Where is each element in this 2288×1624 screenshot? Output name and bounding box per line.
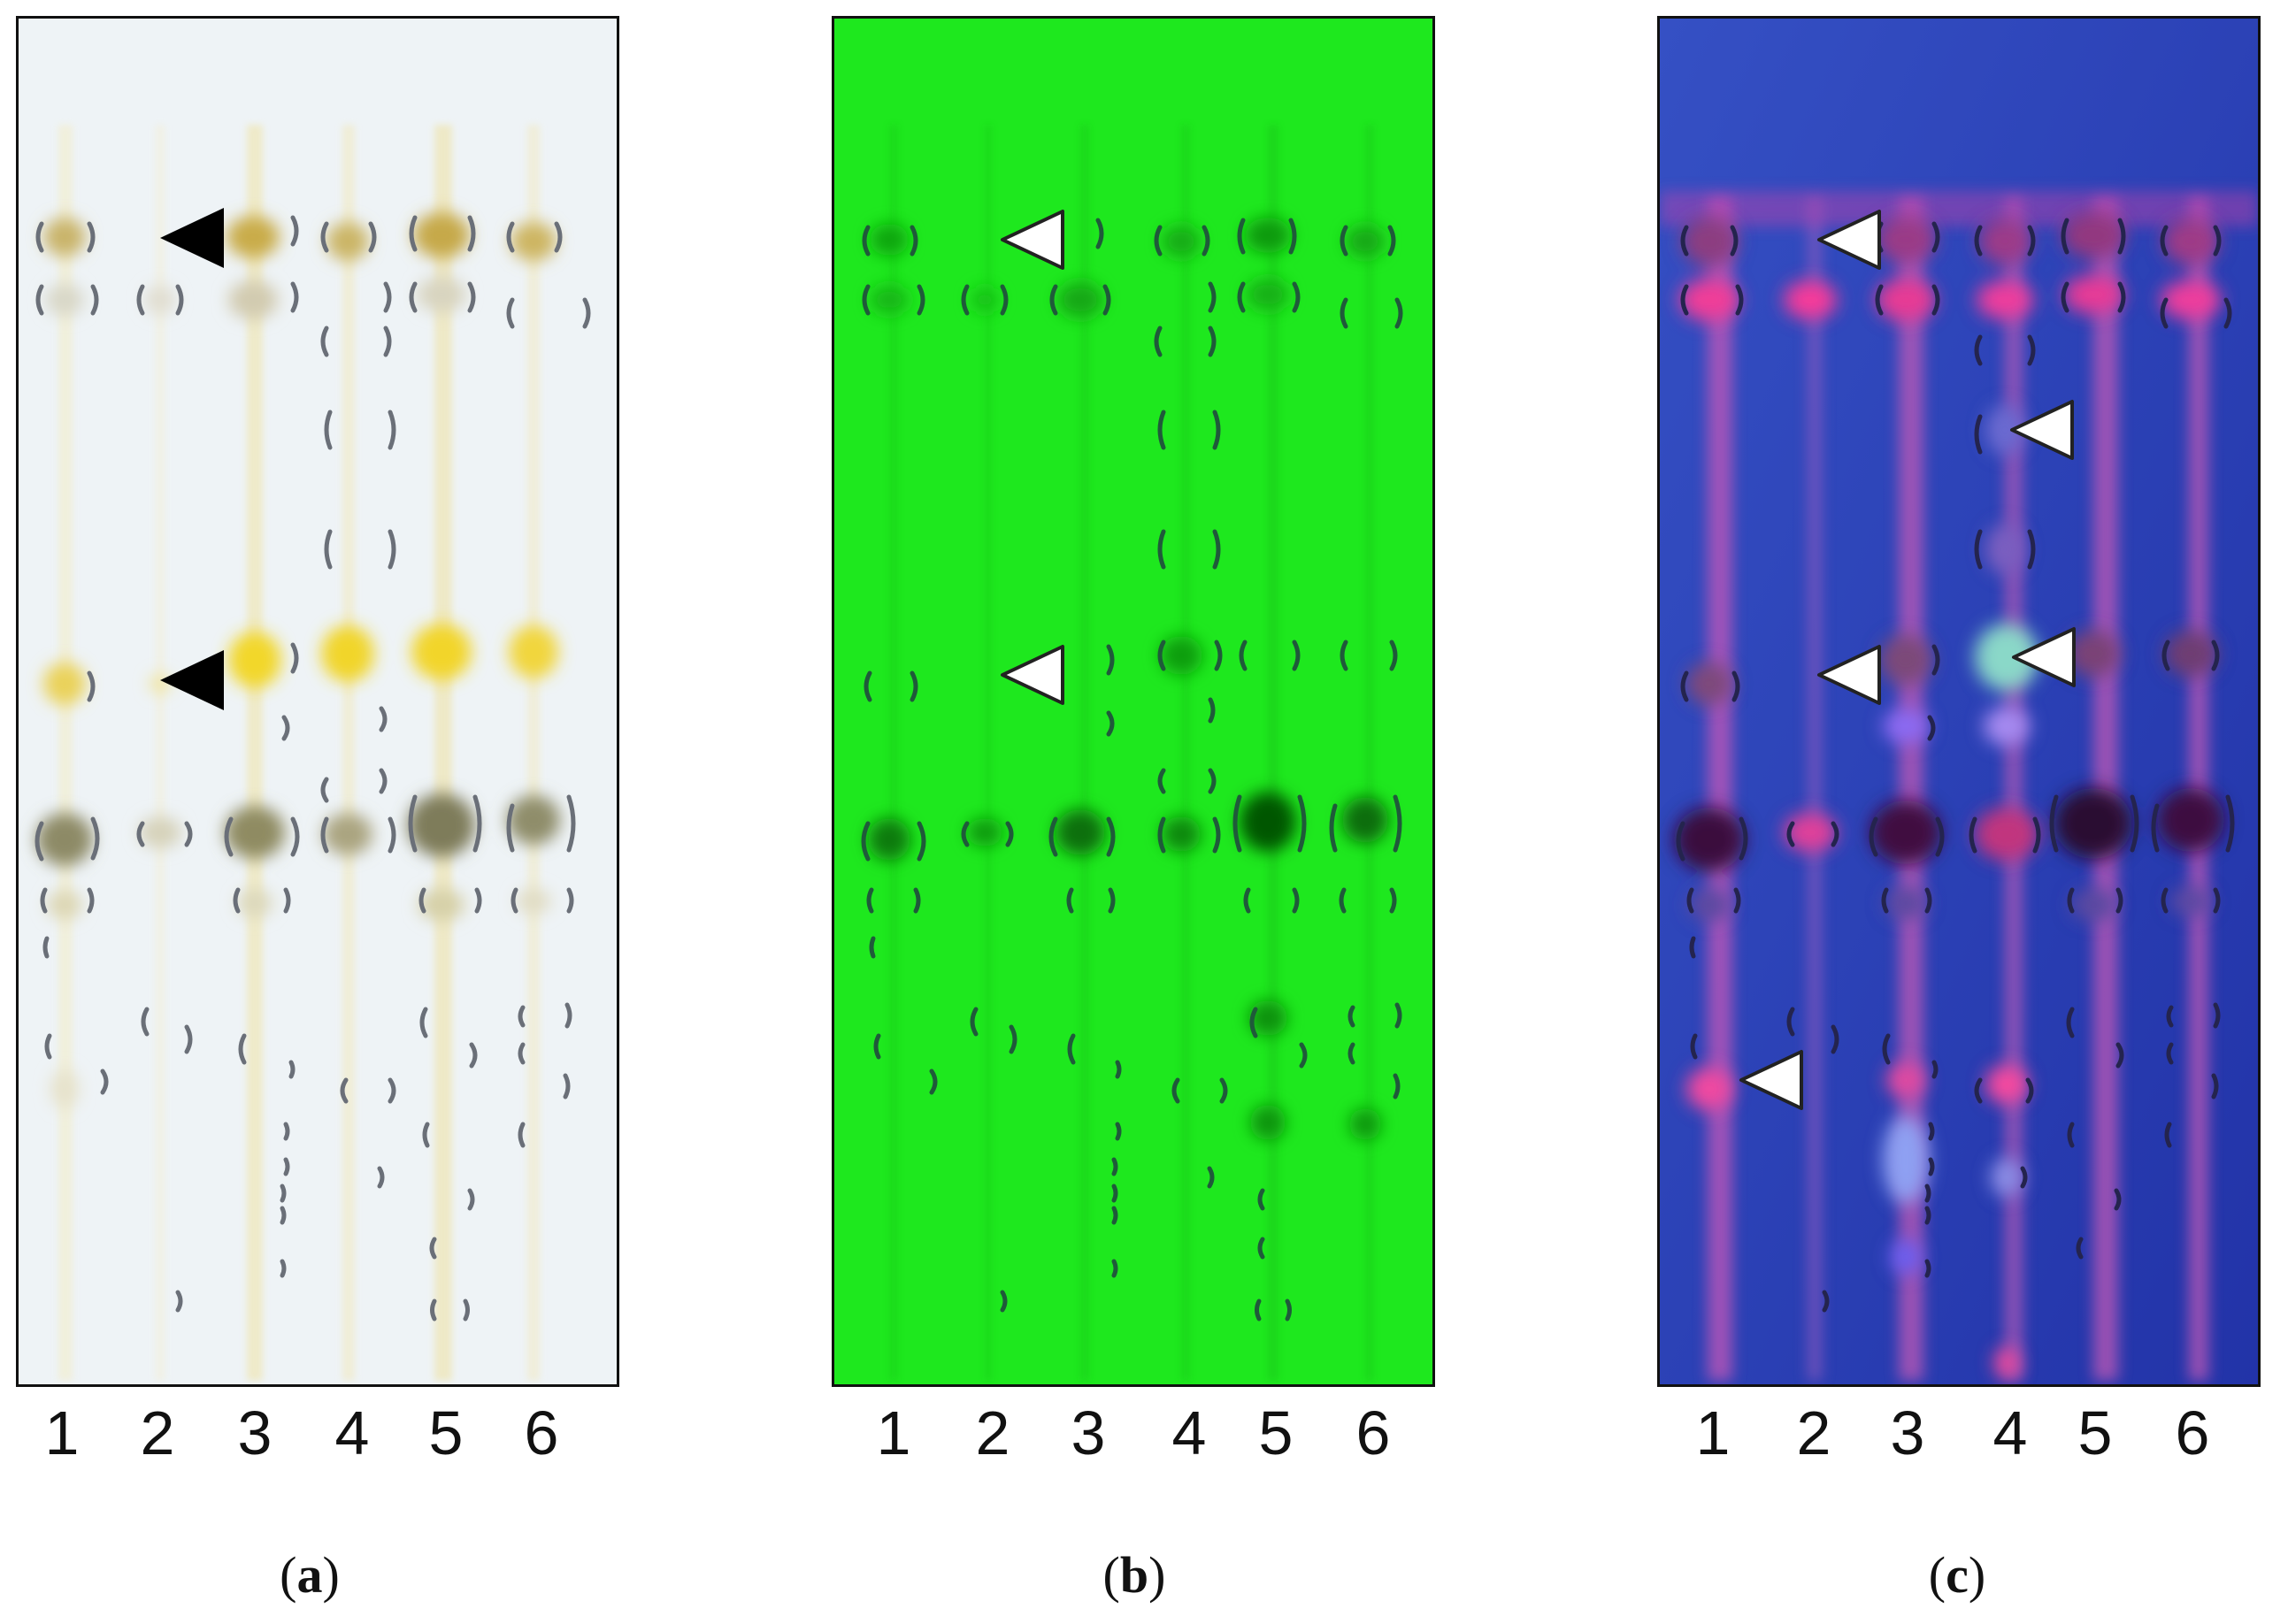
arrow-markers	[1739, 210, 2076, 1110]
caption-paren: )	[322, 1546, 340, 1604]
lane-number: 3	[237, 1398, 273, 1467]
lane-number: 6	[524, 1398, 559, 1467]
arrow-marker	[160, 208, 224, 268]
pencil-marks	[1676, 218, 2235, 1313]
arrow-markers	[1001, 210, 1064, 705]
lane-number: 1	[44, 1398, 80, 1467]
arrow-marker	[1817, 645, 1881, 705]
lane-number: 1	[1695, 1398, 1731, 1467]
caption-paren: (	[1102, 1546, 1120, 1604]
lane-number: 5	[2077, 1398, 2113, 1467]
plate-a-drawing	[19, 19, 617, 1384]
caption-b: (b)	[1103, 1550, 1166, 1601]
lane-number: 5	[428, 1398, 464, 1467]
spots	[868, 218, 1388, 1140]
caption-paren: (	[280, 1546, 297, 1604]
arrow-marker	[160, 650, 224, 710]
plate-b-drawing	[834, 19, 1432, 1384]
plate-background	[834, 19, 1432, 1384]
caption-letter: a	[296, 1546, 323, 1604]
lane-number: 3	[1071, 1398, 1106, 1467]
arrow-marker	[2012, 627, 2076, 687]
pencil-marks	[861, 218, 1403, 1321]
lane-number: 4	[1171, 1398, 1207, 1467]
caption-paren: )	[1148, 1546, 1166, 1604]
lane-streaks	[1660, 191, 2258, 1381]
arrow-marker	[2010, 400, 2074, 460]
caption-c: (c)	[1929, 1550, 1985, 1601]
lane-number: 2	[1796, 1398, 1831, 1467]
arrow-marker	[1817, 210, 1881, 270]
arrow-marker	[1739, 1050, 1803, 1110]
lane-number: 2	[140, 1398, 175, 1467]
lane-number: 3	[1890, 1398, 1925, 1467]
plate-c-drawing	[1660, 19, 2258, 1384]
tlc-plate-c	[1657, 16, 2261, 1387]
lane-number: 5	[1258, 1398, 1294, 1467]
lane-number: 6	[1355, 1398, 1391, 1467]
caption-a: (a)	[280, 1550, 340, 1601]
caption-letter: c	[1946, 1546, 1969, 1604]
tlc-plate-b	[832, 16, 1435, 1387]
lane-streaks	[889, 125, 1374, 1381]
lane-number: 6	[2175, 1398, 2210, 1467]
caption-paren: (	[1928, 1546, 1946, 1604]
lane-number: 4	[334, 1398, 370, 1467]
lane-number: 4	[1992, 1398, 2028, 1467]
lane-streaks	[58, 125, 540, 1381]
arrow-marker	[1001, 210, 1064, 270]
spots	[1674, 212, 2224, 1379]
plate-background	[1660, 19, 2258, 1384]
tlc-plate-a	[16, 16, 619, 1387]
caption-letter: b	[1119, 1546, 1149, 1604]
arrow-marker	[1001, 645, 1064, 705]
arrow-markers	[160, 208, 224, 710]
pencil-marks	[35, 215, 591, 1321]
lane-number: 2	[975, 1398, 1010, 1467]
lane-number: 1	[876, 1398, 911, 1467]
caption-paren: )	[1968, 1546, 1986, 1604]
spots	[36, 212, 560, 1108]
